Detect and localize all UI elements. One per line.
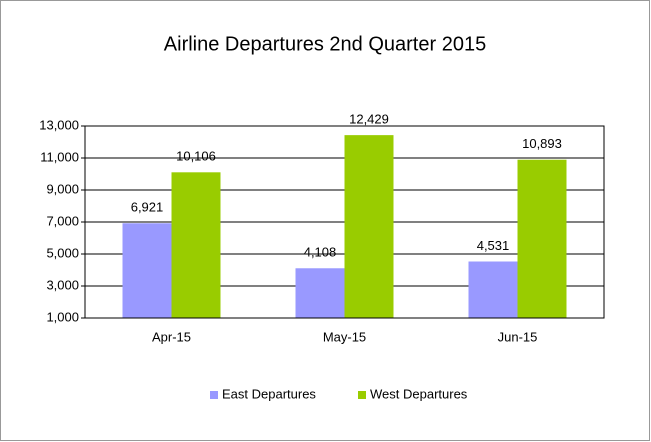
value-label: 6,921 xyxy=(131,200,164,215)
x-tick-label: May-15 xyxy=(323,329,366,344)
y-tick-label: 1,000 xyxy=(46,309,79,324)
value-label: 10,106 xyxy=(176,149,216,164)
bar xyxy=(171,172,221,318)
y-tick-label: 3,000 xyxy=(46,277,79,292)
y-tick-label: 9,000 xyxy=(46,181,79,196)
value-label: 10,893 xyxy=(522,136,562,151)
y-tick-label: 7,000 xyxy=(46,213,79,228)
legend-label: West Departures xyxy=(370,386,468,401)
value-label: 4,531 xyxy=(477,238,510,253)
bar xyxy=(122,223,172,318)
legend-label: East Departures xyxy=(222,386,316,401)
y-tick-label: 11,000 xyxy=(40,149,79,164)
y-tick-label: 5,000 xyxy=(46,245,79,260)
bar xyxy=(468,261,518,318)
chart-title: Airline Departures 2nd Quarter 2015 xyxy=(164,33,486,55)
value-label: 4,108 xyxy=(304,245,337,260)
y-tick-label: 13,000 xyxy=(39,117,79,132)
x-tick-label: Apr-15 xyxy=(152,329,191,344)
bar xyxy=(344,135,394,318)
legend-swatch xyxy=(210,391,218,399)
legend-swatch xyxy=(358,391,366,399)
value-label: 12,429 xyxy=(349,112,389,127)
plot-frame xyxy=(84,125,605,319)
x-tick-label: Jun-15 xyxy=(498,329,538,344)
bar xyxy=(295,268,345,318)
bar xyxy=(517,159,567,318)
